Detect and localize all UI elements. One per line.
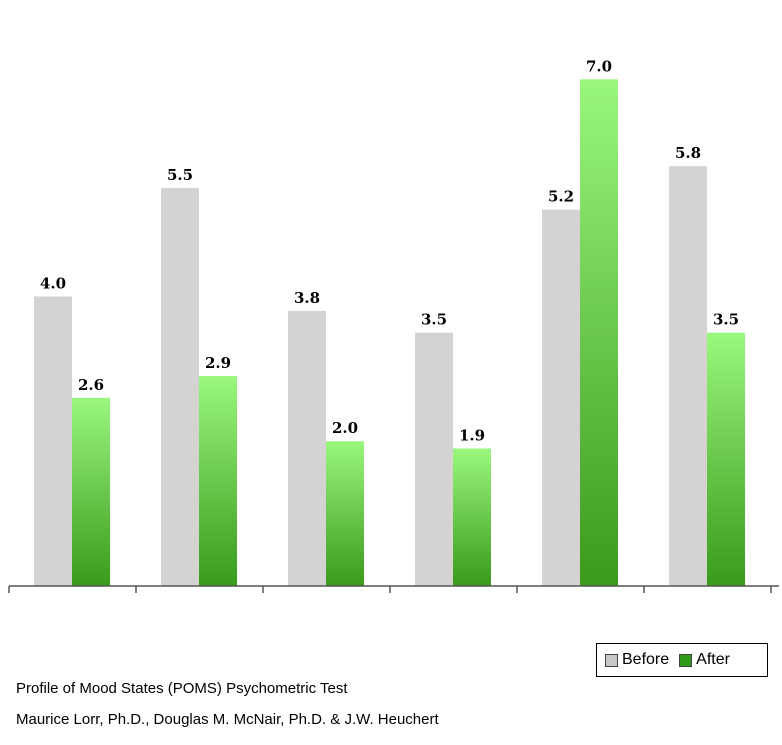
value-label-before-1: 5.5 [167,166,193,184]
footer-authors: Maurice Lorr, Ph.D., Douglas M. McNair, … [16,711,439,728]
bar-chart: 4.0 2.6 5.5 2.9 3.8 2.0 3.5 1.9 5.2 7.0 5.8 3.5 Con… [8,57,779,600]
bar-after-4 [580,79,618,586]
legend-item-after: After [679,651,730,669]
bar-before-5 [669,166,707,586]
bar-before-0 [34,296,72,586]
bar-after-2 [326,441,364,586]
bar-before-4 [542,209,580,586]
category-label-3: Anger: 54%reduction [417,599,490,600]
bar-before-2 [288,310,326,586]
legend-swatch-after [679,653,693,667]
bar-after-5 [707,332,745,586]
value-label-after-5: 3.5 [713,311,739,329]
bar-after-3 [453,448,491,586]
legend-label-before: Before [622,651,670,668]
legend: Before After [596,643,768,677]
value-label-before-0: 4.0 [40,274,66,292]
bar-before-3 [415,332,453,586]
legend-label-after: After [696,651,730,668]
category-label-1: Anxiety: 52%reduction [159,599,241,600]
value-label-after-3: 1.9 [459,426,485,444]
category-label-4: Vigor: 28%increase [546,599,614,600]
value-label-after-0: 2.6 [78,376,104,394]
bar-after-1 [199,376,237,586]
bar-after-0 [72,397,110,586]
value-label-after-2: 2.0 [332,419,358,437]
value-label-before-2: 3.8 [294,289,320,307]
value-label-after-4: 7.0 [586,57,612,75]
value-label-after-1: 2.9 [205,354,231,372]
category-label-2: Depression:53% reduction [282,599,372,600]
value-label-before-4: 5.2 [548,188,574,206]
category-label-5: Fatigue: 30%reduction [666,599,749,600]
footer-title: Profile of Mood States (POMS) Psychometr… [16,680,348,697]
value-label-before-3: 3.5 [421,311,447,329]
bar-before-1 [161,187,199,586]
legend-swatch-before [605,653,618,667]
value-label-before-5: 5.8 [675,144,701,162]
category-label-0: Confusion:40% reduction [28,599,118,600]
legend-item-before: Before [605,651,669,669]
